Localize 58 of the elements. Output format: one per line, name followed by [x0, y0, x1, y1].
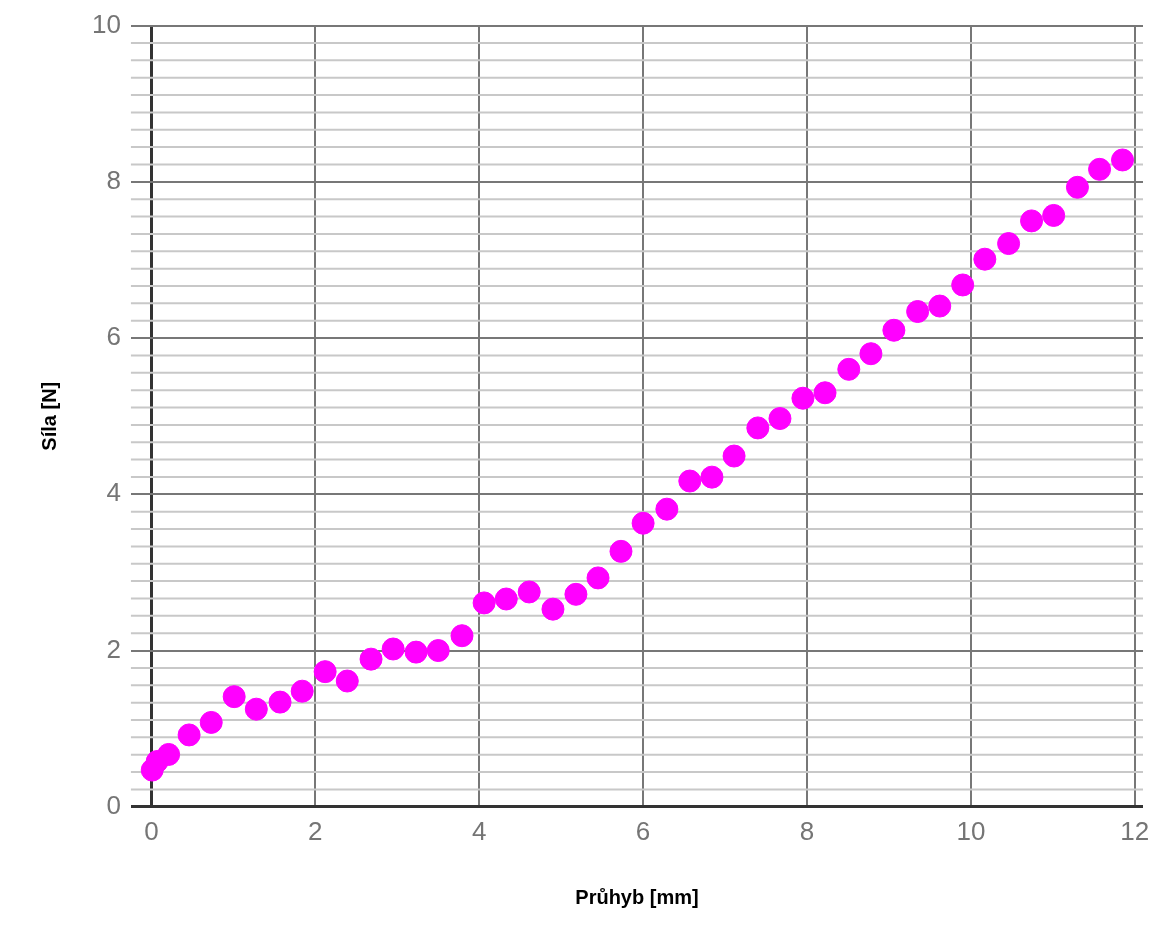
- point: [768, 407, 792, 431]
- x-tick-label: 2: [308, 815, 323, 846]
- point: [1111, 148, 1135, 172]
- y-axis-title: Síla [N]: [37, 381, 60, 451]
- y-tick-label: 8: [106, 165, 121, 196]
- point: [837, 357, 861, 381]
- x-tick-label: 12: [1120, 815, 1150, 846]
- point: [813, 381, 837, 405]
- point: [951, 273, 975, 297]
- y-tick-label: 4: [106, 477, 121, 508]
- point: [973, 247, 997, 271]
- point: [882, 318, 906, 342]
- point: [655, 497, 679, 521]
- point: [157, 742, 181, 766]
- y-tick-label: 6: [106, 321, 121, 352]
- point: [928, 294, 952, 318]
- point: [359, 647, 383, 671]
- point: [1088, 157, 1112, 181]
- point: [586, 566, 610, 590]
- x-axis-title: Průhyb [mm]: [575, 885, 699, 908]
- point: [1065, 175, 1089, 199]
- x-tick-label: 4: [471, 815, 487, 846]
- point: [678, 469, 702, 493]
- point: [1042, 203, 1066, 227]
- point: [997, 232, 1021, 256]
- point: [700, 465, 724, 489]
- point: [313, 660, 337, 684]
- x-tick-label: 8: [799, 815, 815, 846]
- point: [541, 597, 565, 621]
- point: [335, 669, 359, 693]
- point: [1020, 209, 1044, 233]
- point: [426, 639, 450, 663]
- point: [609, 539, 633, 563]
- x-tick-label: 6: [635, 815, 651, 846]
- point: [222, 685, 246, 709]
- point: [494, 587, 518, 611]
- point: [746, 416, 770, 440]
- point: [404, 640, 428, 664]
- point: [450, 624, 474, 648]
- point: [722, 444, 746, 468]
- point: [791, 386, 815, 410]
- point: [199, 710, 223, 734]
- point: [472, 591, 496, 615]
- point: [177, 723, 201, 747]
- point: [517, 580, 541, 604]
- point: [906, 300, 930, 324]
- y-tick-label: 0: [106, 789, 121, 820]
- point: [631, 511, 655, 535]
- x-tick-label: 0: [144, 815, 159, 846]
- point: [290, 679, 314, 703]
- y-tick-label: 2: [106, 633, 121, 664]
- point: [564, 582, 588, 606]
- point: [859, 342, 883, 366]
- y-tick-label: 10: [92, 8, 121, 39]
- x-tick-label: 10: [956, 815, 986, 846]
- point: [268, 690, 292, 714]
- point: [381, 637, 405, 661]
- point: [244, 697, 268, 721]
